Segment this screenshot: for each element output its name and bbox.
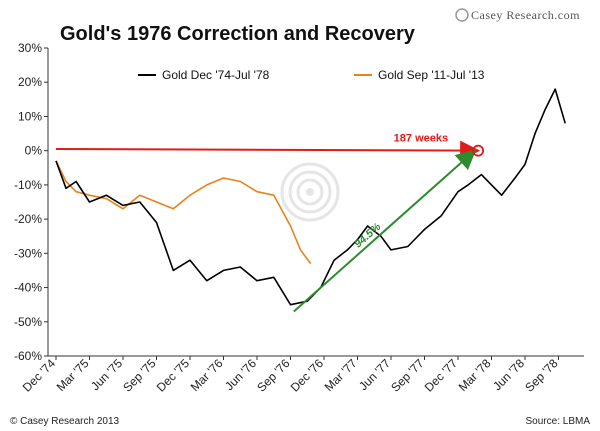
legend-label: Gold Dec '74-Jul '78	[162, 68, 270, 82]
y-tick-label: -10%	[14, 178, 42, 192]
x-tick-label: Mar '75	[54, 356, 92, 394]
y-tick-label: 20%	[18, 75, 42, 89]
y-tick-label: -30%	[14, 246, 42, 260]
x-tick-label: Jun '75	[88, 356, 125, 393]
footer-source: Source: LBMA	[526, 416, 591, 427]
marker-circle	[472, 144, 485, 157]
y-tick-label: -50%	[14, 315, 42, 329]
series-lines	[55, 88, 566, 306]
x-tick-label: Sep '77	[388, 356, 427, 395]
arrow-green	[293, 149, 477, 313]
x-tick-label: Sep '76	[254, 356, 293, 395]
y-tick-label: -60%	[14, 349, 42, 363]
x-tick-label: Mar '78	[456, 356, 494, 394]
y-tick-label: 10%	[18, 109, 42, 123]
legend-label: Gold Sep '11-Jul '13	[378, 68, 485, 82]
x-tick-label: Jun '78	[490, 356, 527, 393]
chart-title: Gold's 1976 Correction and Recovery	[60, 23, 416, 45]
x-tick-label: Sep '75	[120, 356, 159, 395]
x-tick-label: Dec '76	[288, 356, 327, 395]
series-line-black	[55, 88, 566, 306]
brand-logo: Casey Research.com	[455, 8, 580, 22]
arrow-red	[55, 140, 481, 161]
legend: Gold Dec '74-Jul '78 Gold Sep '11-Jul '13	[138, 68, 485, 82]
annotation-weeks-label: 187 weeks	[394, 133, 448, 145]
brand-swirl-icon	[455, 8, 469, 22]
y-tick-label: 0%	[25, 144, 43, 158]
x-tick-label: Sep '78	[522, 356, 561, 395]
x-tick-label: Mar '77	[322, 356, 360, 394]
watermark-swirl-icon	[280, 162, 340, 222]
y-tick-label: -40%	[14, 281, 42, 295]
series-line-orange	[55, 160, 312, 265]
x-tick-label: Dec '77	[422, 356, 461, 395]
y-axis: -60% -50% -40% -30% -20% -10% 0% 10% 20% 30%	[14, 41, 49, 363]
y-tick-label: 30%	[18, 41, 42, 55]
x-tick-label: Jun '76	[222, 356, 259, 393]
x-tick-label: Dec '75	[154, 356, 193, 395]
footer-copyright: © Casey Research 2013	[10, 416, 120, 427]
x-tick-label: Mar '76	[188, 356, 226, 394]
brand-name: Casey Research.com	[471, 8, 580, 22]
y-tick-label: -20%	[14, 212, 42, 226]
x-tick-label: Jun '77	[356, 356, 393, 393]
